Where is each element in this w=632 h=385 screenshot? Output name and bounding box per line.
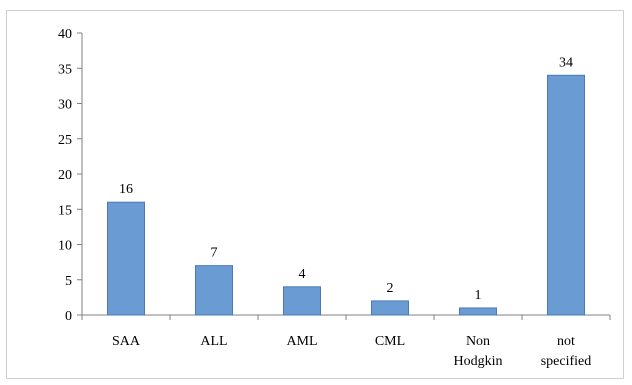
chart-frame <box>6 10 624 379</box>
x-axis: SAA ALL AML CML Non Hodgkin not specified <box>81 314 611 369</box>
bar <box>459 307 497 316</box>
x-category-label-line: Hodgkin <box>454 354 503 369</box>
x-category-label: CML <box>375 334 405 349</box>
x-category-label: SAA <box>112 334 141 349</box>
data-label: 16 <box>119 182 133 197</box>
y-tick-label: 20 <box>58 168 72 183</box>
y-tick-label: 15 <box>58 203 72 218</box>
bar <box>371 300 409 316</box>
data-label: 1 <box>475 288 482 303</box>
data-labels: 16 7 4 2 1 34 <box>119 55 573 303</box>
x-category-label: ALL <box>200 334 227 349</box>
bar <box>195 265 233 316</box>
x-category-label-line: Non <box>466 334 490 349</box>
x-category-label-line: CML <box>375 334 405 349</box>
bars <box>107 74 585 316</box>
x-category-label: Non Hodgkin <box>454 334 503 369</box>
y-tick-label: 0 <box>65 309 72 324</box>
y-axis: 0 5 10 15 20 25 30 35 40 <box>58 27 83 324</box>
data-label: 34 <box>559 55 573 70</box>
y-tick-label: 30 <box>58 98 72 113</box>
x-category-label-line: SAA <box>112 334 141 349</box>
bar <box>547 74 585 316</box>
x-category-label-line: not <box>557 334 575 349</box>
data-label: 2 <box>387 281 394 296</box>
y-tick-label: 40 <box>58 27 72 42</box>
bar <box>283 286 321 316</box>
y-tick-label: 35 <box>58 62 72 77</box>
y-tick-label: 10 <box>58 239 72 254</box>
x-category-label-line: AML <box>286 334 317 349</box>
data-label: 4 <box>299 267 306 282</box>
y-tick-label: 25 <box>58 133 72 148</box>
bar <box>107 201 145 316</box>
data-label: 7 <box>211 246 218 261</box>
x-category-label-line: specified <box>541 354 592 369</box>
y-tick-label: 5 <box>65 274 72 289</box>
x-category-label: not specified <box>541 334 592 369</box>
x-category-label-line: ALL <box>200 334 227 349</box>
x-category-label: AML <box>286 334 317 349</box>
